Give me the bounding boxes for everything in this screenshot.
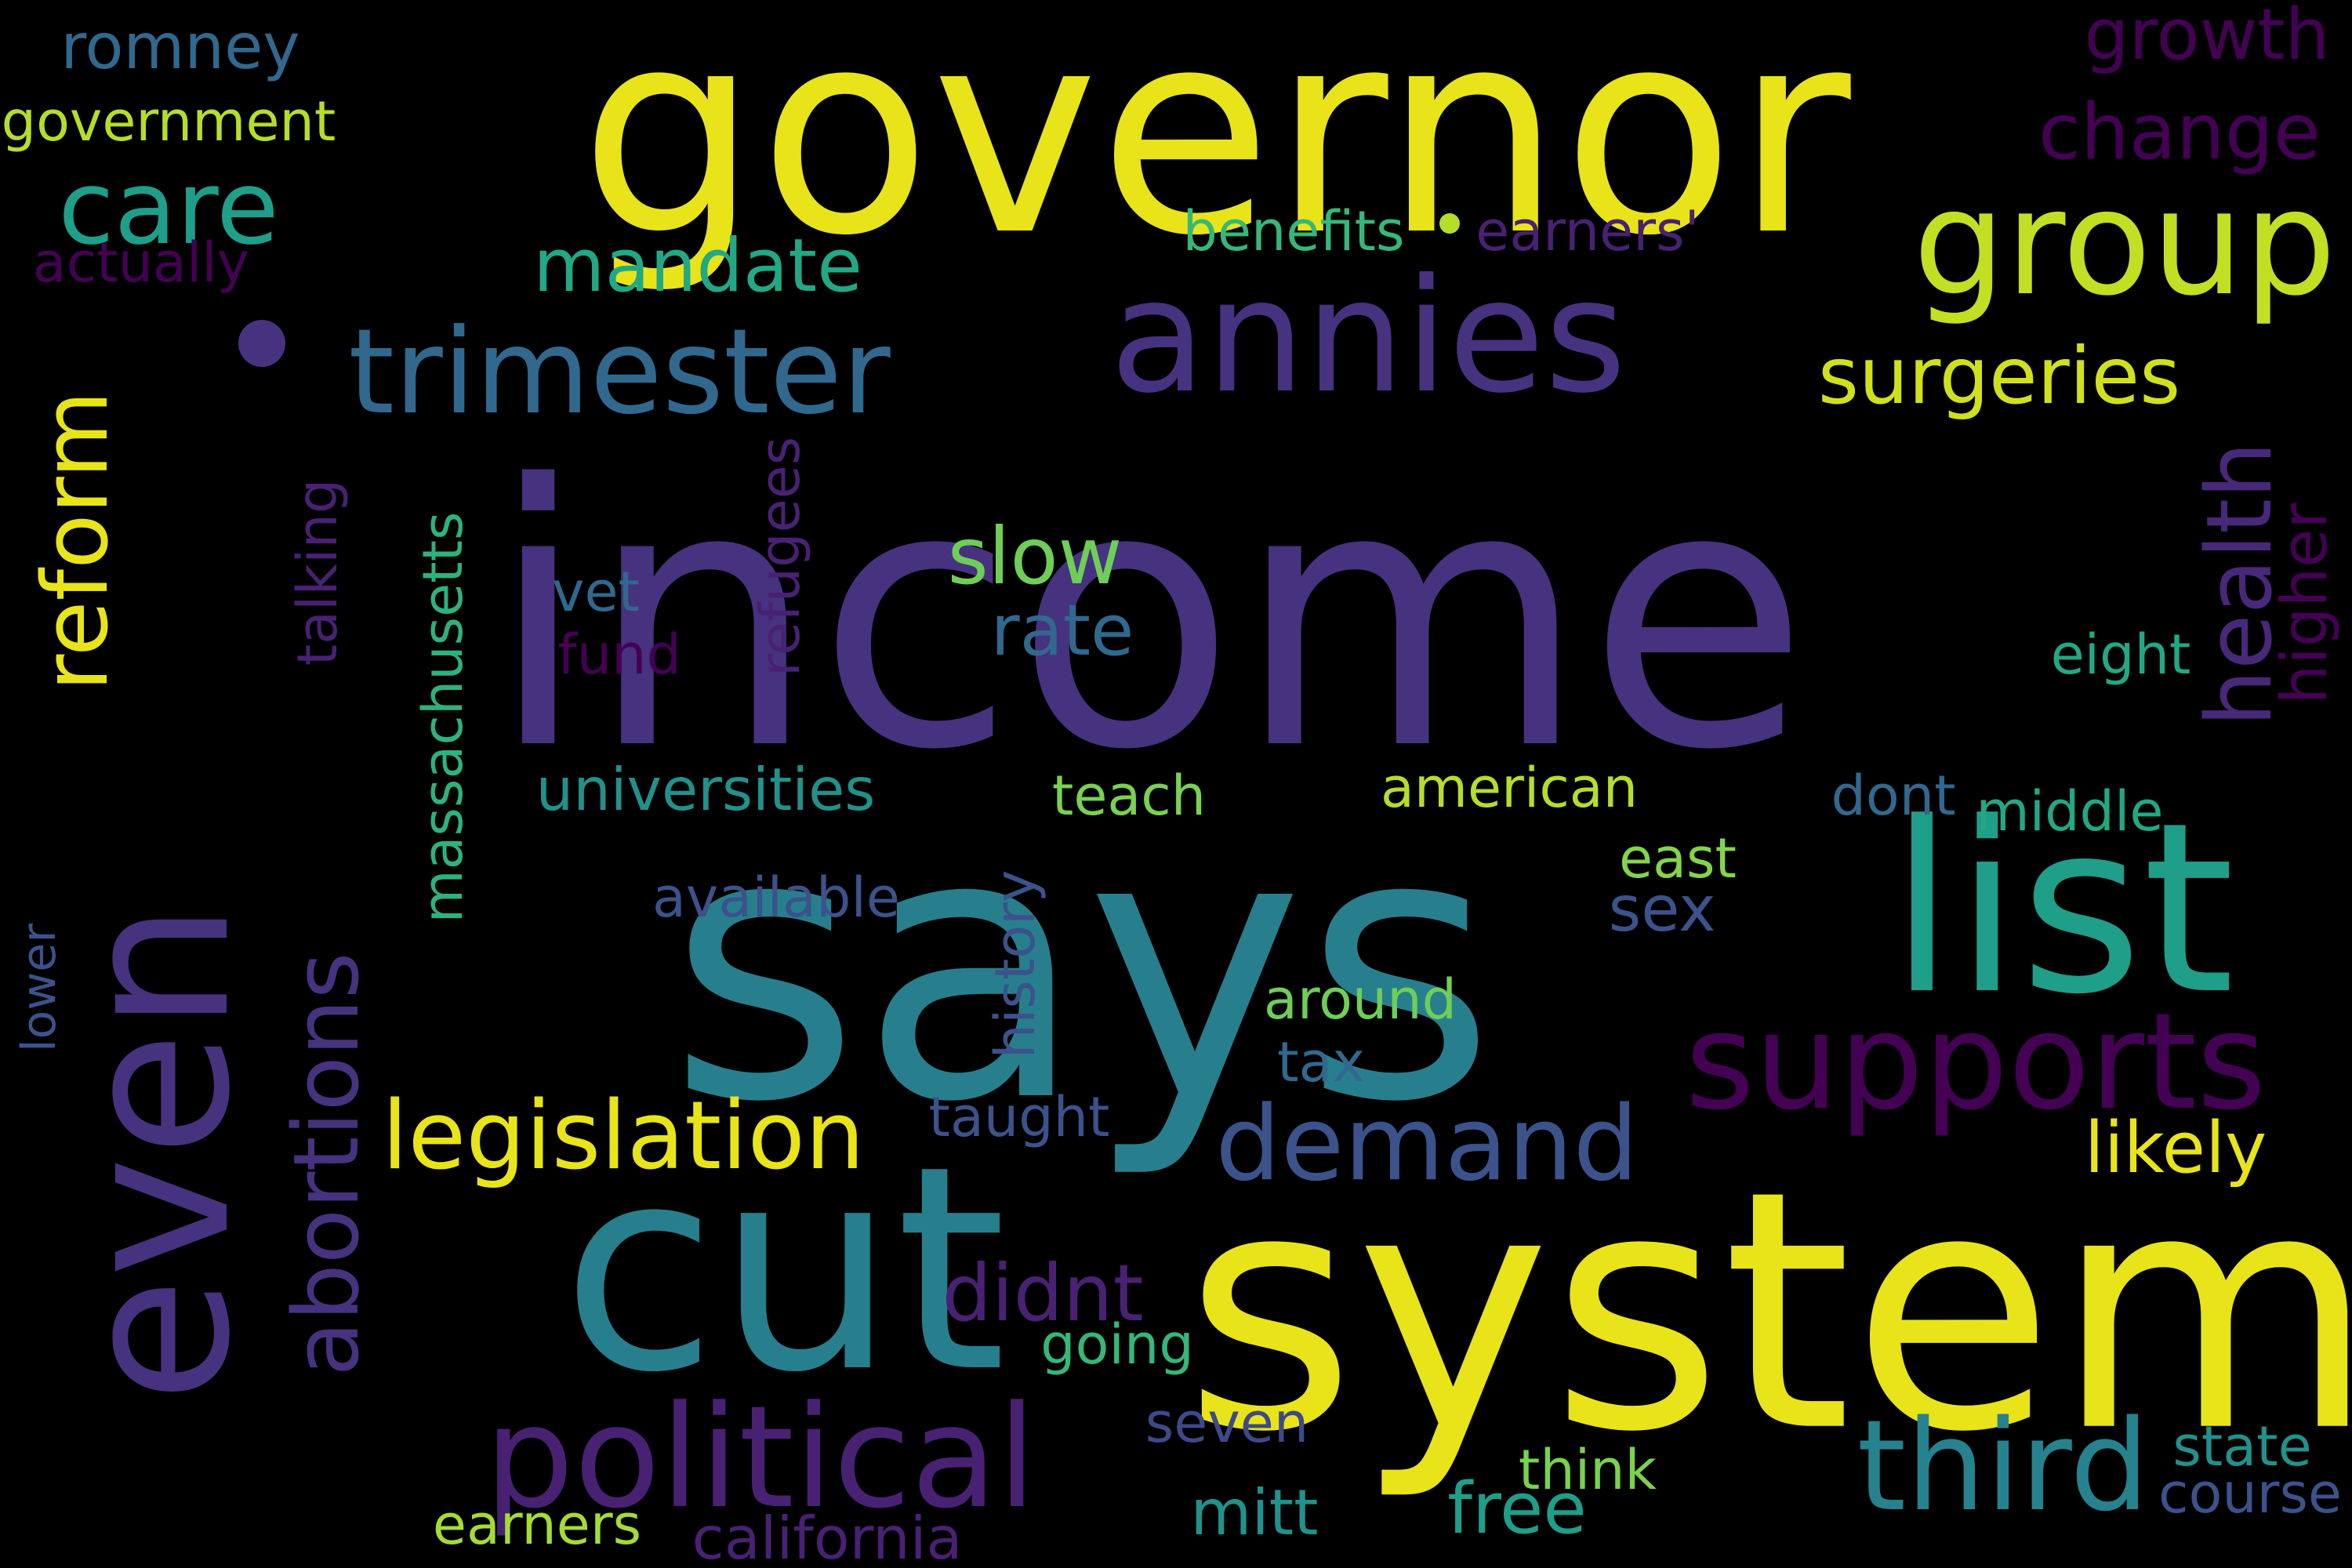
word-taught: taught [928, 1085, 1110, 1149]
word-change: change [2038, 88, 2321, 178]
word-earners-apos: earners' [1475, 199, 1700, 263]
word-care: care [58, 148, 279, 267]
word-mitt: mitt [1190, 1476, 1319, 1549]
word-seven: seven [1145, 1391, 1309, 1455]
word-demand: demand [1215, 1084, 1639, 1205]
word-says: says [668, 753, 1496, 1182]
word-list: list [1889, 772, 2235, 1046]
word-state: state [2172, 1414, 2312, 1479]
word-actually: actually [32, 230, 250, 295]
word-free: free [1447, 1468, 1587, 1550]
word-slow: slow [947, 510, 1123, 602]
word-benefits: benefits [1182, 199, 1405, 263]
word-income: income [488, 409, 1809, 829]
word-fund: fund [557, 622, 681, 687]
word-didnt: didnt [942, 1247, 1144, 1339]
word-reform: reform [24, 390, 129, 691]
word-surgeries: surgeries [1817, 330, 2181, 422]
word-history: history [983, 869, 1047, 1059]
word-vet: vet [552, 560, 640, 624]
word-course: course [2158, 1461, 2342, 1526]
word-tax: tax [1277, 1030, 1365, 1094]
word-trimester: trimester [348, 304, 891, 441]
word-mandate: mandate [533, 223, 862, 310]
word-think: think [1518, 1438, 1657, 1502]
word-eight: eight [2050, 622, 2191, 687]
word-available: available [652, 866, 900, 930]
word-sex: sex [1608, 873, 1716, 946]
word-dont: dont [1831, 764, 1956, 828]
word-universities: universities [535, 755, 876, 824]
dot-mark [1439, 213, 1460, 234]
word-government: government [1, 89, 336, 154]
word-abortions: abortions [274, 952, 379, 1377]
word-going: going [1040, 1312, 1194, 1377]
word-earners: earners [432, 1493, 642, 1557]
word-east: east [1619, 826, 1737, 891]
dot-mark [238, 320, 285, 367]
word-massachusetts: massachusetts [411, 511, 475, 924]
word-legislation: legislation [382, 1082, 865, 1191]
word-cut: cut [561, 1105, 1007, 1434]
word-supports: supports [1685, 985, 2267, 1140]
word-group: group [1913, 158, 2336, 328]
word-even: even [38, 902, 275, 1403]
word-refugees: refugees [748, 436, 812, 677]
word-likely: likely [2084, 1107, 2267, 1189]
word-california: california [691, 1504, 963, 1568]
word-lower: lower [12, 923, 67, 1053]
word-romney: romney [60, 10, 300, 83]
word-middle: middle [1976, 779, 2164, 844]
word-rate: rate [990, 590, 1134, 672]
word-governor: governor [579, 0, 1851, 297]
word-political: political [484, 1376, 1037, 1540]
word-third: third [1857, 1392, 2150, 1539]
word-talking: talking [285, 478, 350, 666]
word-higher: higher [2268, 503, 2341, 705]
word-system: system [1184, 1120, 2352, 1504]
word-growth: growth [2084, 0, 2330, 76]
word-american: american [1380, 756, 1639, 820]
word-annies: annies [1109, 245, 1627, 428]
word-teach: teach [1051, 764, 1207, 828]
word-around: around [1263, 967, 1457, 1032]
